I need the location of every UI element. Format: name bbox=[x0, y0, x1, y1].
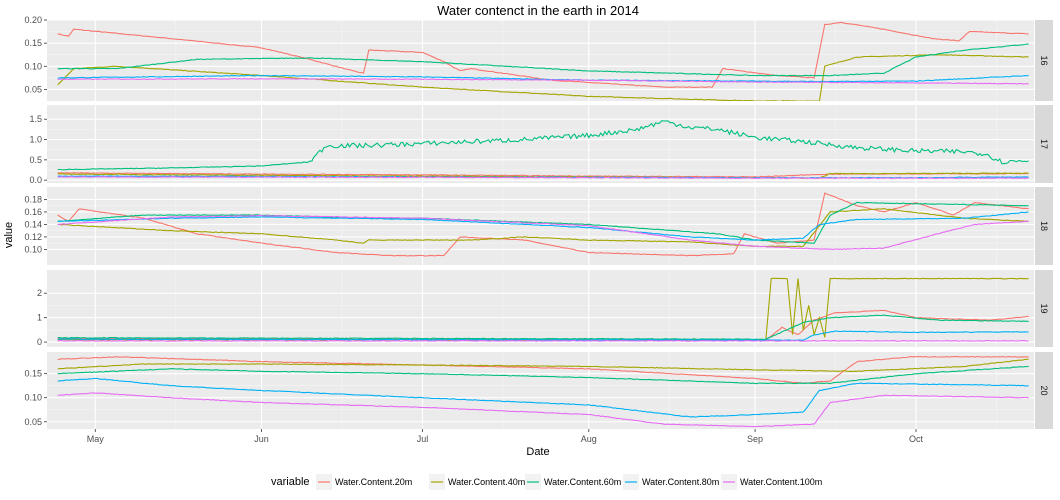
facet-strip bbox=[1035, 187, 1053, 265]
y-tick-label: 0.5 bbox=[29, 155, 42, 165]
facet-strip-label: 17 bbox=[1039, 139, 1049, 149]
facet-strip-label: 16 bbox=[1039, 55, 1049, 65]
series-line-Water.Content.100m bbox=[57, 214, 1029, 251]
facet-panel-20: 0.05 0.10 0.15 20 bbox=[24, 352, 1053, 429]
series-line-Water.Content.100m bbox=[57, 340, 1029, 342]
y-tick-label: 0.0 bbox=[29, 175, 42, 185]
x-tick-label: May bbox=[87, 434, 105, 444]
x-axis-title: Date bbox=[526, 446, 549, 458]
series-line-Water.Content.100m bbox=[57, 176, 1029, 179]
facet-panel-19: 0 1 2 19 bbox=[37, 270, 1053, 347]
series-line-Water.Content.80m bbox=[57, 377, 1029, 418]
series-line-Water.Content.60m bbox=[57, 365, 1029, 385]
legend: variable Water.Content.20m Water.Content.… bbox=[271, 474, 822, 490]
legend-item-Water.Content.80m: Water.Content.80m bbox=[623, 474, 719, 490]
facet-strip-label: 20 bbox=[1039, 385, 1049, 395]
series-line-Water.Content.60m bbox=[57, 314, 1029, 340]
y-tick-label: 0.18 bbox=[24, 194, 42, 204]
y-tick-label: 2 bbox=[37, 288, 42, 298]
legend-label: Water.Content.40m bbox=[448, 477, 525, 487]
y-tick-label: 0.12 bbox=[24, 232, 42, 242]
x-axis: May Jun Jul Aug Sep Oct bbox=[87, 429, 924, 444]
series-line-Water.Content.20m bbox=[57, 355, 1029, 384]
facet-panel-18: 0.10 0.12 0.14 0.16 0.18 18 bbox=[24, 187, 1053, 265]
series-line-Water.Content.80m bbox=[57, 211, 1029, 241]
series-line-Water.Content.60m bbox=[57, 43, 1029, 77]
y-tick-label: 0.20 bbox=[24, 15, 42, 25]
y-axis-title: value bbox=[3, 222, 15, 248]
series-line-Water.Content.40m bbox=[57, 358, 1029, 372]
y-tick-label: 0.10 bbox=[24, 61, 42, 71]
panel-background bbox=[47, 20, 1034, 101]
y-tick-label: 1.0 bbox=[29, 135, 42, 145]
facet-strip bbox=[1035, 352, 1053, 429]
facet-strip bbox=[1035, 105, 1053, 183]
series-line-Water.Content.60m bbox=[57, 201, 1029, 244]
facet-panel-17: 0.0 0.5 1.0 1.5 17 bbox=[29, 105, 1053, 185]
y-tick-label: 0.14 bbox=[24, 219, 42, 229]
chart-title: Water contenct in the earth in 2014 bbox=[437, 3, 639, 18]
x-tick-label: Aug bbox=[581, 434, 597, 444]
panel-background bbox=[47, 270, 1034, 347]
series-line-Water.Content.100m bbox=[57, 392, 1029, 428]
legend-item-Water.Content.60m: Water.Content.60m bbox=[525, 474, 621, 490]
series-line-Water.Content.20m bbox=[57, 192, 1029, 257]
y-tick-label: 0 bbox=[37, 337, 42, 347]
legend-label: Water.Content.100m bbox=[740, 477, 822, 487]
legend-label: Water.Content.80m bbox=[642, 477, 719, 487]
x-tick-label: Jul bbox=[417, 434, 429, 444]
panel-background bbox=[47, 187, 1034, 265]
x-tick-label: Sep bbox=[747, 434, 763, 444]
series-line-Water.Content.100m bbox=[57, 77, 1029, 85]
y-tick-label: 0.16 bbox=[24, 207, 42, 217]
facet-strip-label: 19 bbox=[1039, 303, 1049, 313]
facet-panels: 0.05 0.10 0.15 0.20 16 0.0 0.5 1.0 1.5 17 0.10 0.12… bbox=[24, 15, 1053, 429]
facet-panel-16: 0.05 0.10 0.15 0.20 16 bbox=[24, 15, 1053, 101]
series-line-Water.Content.40m bbox=[57, 208, 1029, 248]
panel-background bbox=[47, 352, 1034, 429]
y-tick-label: 0.10 bbox=[24, 393, 42, 403]
legend-label: Water.Content.60m bbox=[544, 477, 621, 487]
facet-strip-label: 18 bbox=[1039, 221, 1049, 231]
legend-item-Water.Content.100m: Water.Content.100m bbox=[721, 474, 822, 490]
y-tick-label: 0.15 bbox=[24, 38, 42, 48]
y-tick-label: 1.5 bbox=[29, 114, 42, 124]
facet-strip bbox=[1035, 270, 1053, 347]
facet-strip bbox=[1035, 20, 1053, 101]
y-tick-label: 1 bbox=[37, 313, 42, 323]
legend-item-Water.Content.40m: Water.Content.40m bbox=[429, 474, 525, 490]
y-tick-label: 0.15 bbox=[24, 369, 42, 379]
legend-title: variable bbox=[271, 476, 310, 488]
legend-item-Water.Content.20m: Water.Content.20m bbox=[316, 474, 412, 490]
series-line-Water.Content.80m bbox=[57, 330, 1029, 341]
panel-background bbox=[47, 105, 1034, 183]
series-line-Water.Content.60m bbox=[57, 120, 1029, 171]
y-tick-label: 0.10 bbox=[24, 244, 42, 254]
y-tick-label: 0.05 bbox=[24, 417, 42, 427]
series-line-Water.Content.40m bbox=[57, 54, 1029, 101]
legend-label: Water.Content.20m bbox=[335, 477, 412, 487]
y-tick-label: 0.05 bbox=[24, 84, 42, 94]
x-tick-label: Oct bbox=[909, 434, 924, 444]
x-tick-label: Jun bbox=[254, 434, 269, 444]
